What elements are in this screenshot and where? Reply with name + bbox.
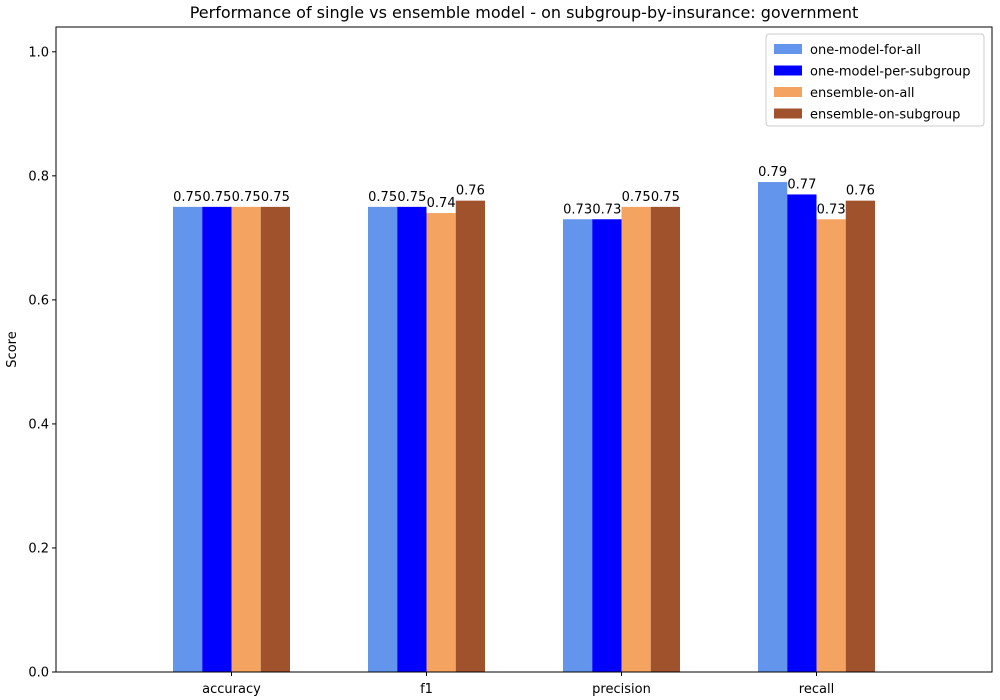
legend-box bbox=[765, 33, 985, 127]
bar bbox=[758, 182, 788, 672]
x-axis: accuracy f1 precision recall bbox=[202, 672, 834, 697]
bar bbox=[621, 206, 651, 672]
bar-value-label: 0.73 bbox=[817, 202, 846, 217]
legend-swatch bbox=[774, 108, 802, 119]
y-tick-label: 0.4 bbox=[28, 417, 49, 432]
legend-entry-label: one-model-for-all bbox=[810, 43, 921, 58]
bar bbox=[563, 219, 593, 672]
bar bbox=[455, 200, 485, 672]
bar bbox=[173, 206, 203, 672]
y-tick-label: 1.0 bbox=[28, 45, 49, 60]
bar bbox=[202, 206, 232, 672]
bar bbox=[845, 200, 875, 672]
bar bbox=[426, 213, 456, 673]
bar bbox=[787, 194, 817, 673]
plot-frame bbox=[55, 26, 993, 673]
y-tick-label: 0.8 bbox=[28, 169, 49, 184]
chart-title: Performance of single vs ensemble model … bbox=[190, 3, 859, 22]
y-tick-label: 0.2 bbox=[28, 541, 49, 556]
x-tick-label: accuracy bbox=[202, 682, 261, 697]
bar-value-label: 0.79 bbox=[758, 165, 787, 180]
bar-value-label: 0.75 bbox=[261, 190, 290, 205]
legend-swatch bbox=[774, 44, 802, 54]
bar-labels-group: 0.75 0.75 0.75 0.75 0.75 0.75 0.740.760.73 0.73… bbox=[173, 165, 875, 217]
legend: one-model-for-all one-model-per-subgroup e… bbox=[765, 33, 985, 127]
bar bbox=[650, 206, 680, 672]
y-axis: 0.0 0.2 0.4 0.6 0.8 1.0 bbox=[28, 45, 56, 681]
bar-value-label: 0.75 bbox=[173, 190, 202, 205]
bar bbox=[816, 219, 846, 672]
legend-entry-label: one-model-per-subgroup bbox=[810, 65, 971, 80]
legend-entry-label: ensemble-on-subgroup bbox=[810, 108, 960, 123]
bar-value-label: 0.75 bbox=[368, 190, 397, 205]
bar-value-label: 0.75 bbox=[202, 190, 231, 205]
bar bbox=[592, 219, 622, 672]
x-tick-label: precision bbox=[592, 682, 651, 697]
bars-group bbox=[173, 182, 875, 673]
bar-value-label: 0.76 bbox=[846, 184, 875, 199]
bar-value-label: 0.74 bbox=[427, 196, 456, 211]
y-tick-label: 0.6 bbox=[28, 293, 49, 308]
legend-entry-label: ensemble-on-all bbox=[810, 86, 915, 101]
x-tick-label: f1 bbox=[420, 682, 433, 697]
bar-value-label: 0.73 bbox=[592, 202, 621, 217]
bar-value-label: 0.73 bbox=[563, 202, 592, 217]
bar bbox=[231, 206, 261, 672]
bar bbox=[368, 206, 398, 672]
bar-value-label: 0.76 bbox=[456, 184, 485, 199]
bar-value-label: 0.75 bbox=[397, 190, 426, 205]
y-axis-label: Score bbox=[5, 331, 20, 367]
x-tick-label: recall bbox=[799, 682, 834, 697]
bar bbox=[397, 206, 427, 672]
legend-swatch bbox=[774, 87, 802, 97]
bar-value-label: 0.77 bbox=[787, 177, 816, 192]
bar-value-label: 0.75 bbox=[622, 190, 651, 205]
y-tick-label: 0.0 bbox=[28, 666, 49, 681]
bar-value-label: 0.75 bbox=[651, 190, 680, 205]
bar bbox=[260, 206, 290, 672]
bar-value-label: 0.75 bbox=[232, 190, 261, 205]
legend-swatch bbox=[774, 65, 802, 76]
